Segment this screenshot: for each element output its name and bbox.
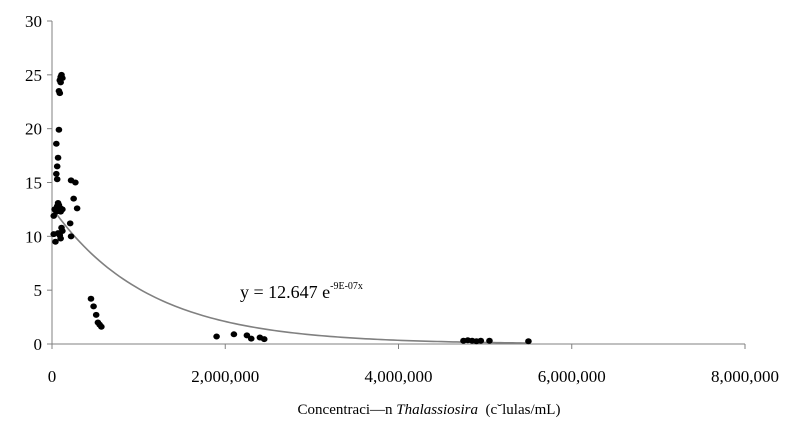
data-point [98, 323, 105, 330]
y-tick-label: 25 [25, 66, 42, 85]
x-tick-label: 4,000,000 [365, 367, 433, 386]
x-tick-label: 2,000,000 [191, 367, 259, 386]
x-axis-label-species: Thalassiosira [396, 402, 478, 418]
data-point [53, 176, 61, 183]
data-point [92, 311, 100, 318]
equation-exponent: -9E-07x [330, 281, 363, 292]
y-tick-label: 30 [25, 12, 42, 31]
y-tick-label: 0 [34, 335, 43, 354]
data-point [73, 205, 81, 212]
data-point [52, 238, 59, 245]
data-point [53, 140, 60, 147]
data-point [230, 331, 238, 338]
data-point [56, 90, 64, 97]
y-tick-label: 5 [34, 281, 43, 300]
data-point [67, 233, 75, 240]
tick-labels: 0 5 10 15 20 25 30 0 2,000,000 4,000,000 6,000,000… [25, 12, 779, 386]
data-point [53, 170, 60, 177]
data-point [59, 75, 66, 82]
x-tick-label: 6,000,000 [538, 367, 606, 386]
data-point [70, 195, 77, 202]
x-axis-label-unit: (c˘lulas/mL) [477, 402, 561, 418]
equation-base: y = 12.647 e [240, 282, 330, 302]
x-tick-label: 0 [48, 367, 57, 386]
y-tick-label: 20 [25, 120, 42, 139]
data-point [260, 336, 268, 343]
data-point [486, 337, 493, 344]
x-axis-label-prefix: Concentraci—n [297, 402, 397, 418]
data-point [59, 206, 66, 213]
data-point [54, 154, 62, 161]
data-point [247, 335, 255, 342]
data-point [66, 220, 74, 227]
data-point [87, 295, 95, 302]
y-tick-label: 15 [25, 174, 42, 193]
x-axis-label: Concentraci—n Thalassiosira (c˘lulas/mL) [0, 402, 798, 419]
axes [47, 20, 746, 349]
data-point [90, 303, 97, 310]
data-point [477, 337, 485, 344]
data-points [50, 71, 532, 345]
x-tick-label: 8,000,000 [711, 367, 779, 386]
y-tick-label: 10 [25, 227, 42, 246]
trendline-equation: y = 12.647 e-9E-07x [240, 281, 363, 302]
trendline [51, 207, 529, 344]
data-point [57, 235, 64, 242]
data-point [525, 338, 532, 345]
data-point [53, 163, 61, 170]
data-point [72, 179, 79, 186]
data-point [213, 333, 220, 340]
data-point [59, 227, 66, 234]
data-point [55, 126, 63, 133]
